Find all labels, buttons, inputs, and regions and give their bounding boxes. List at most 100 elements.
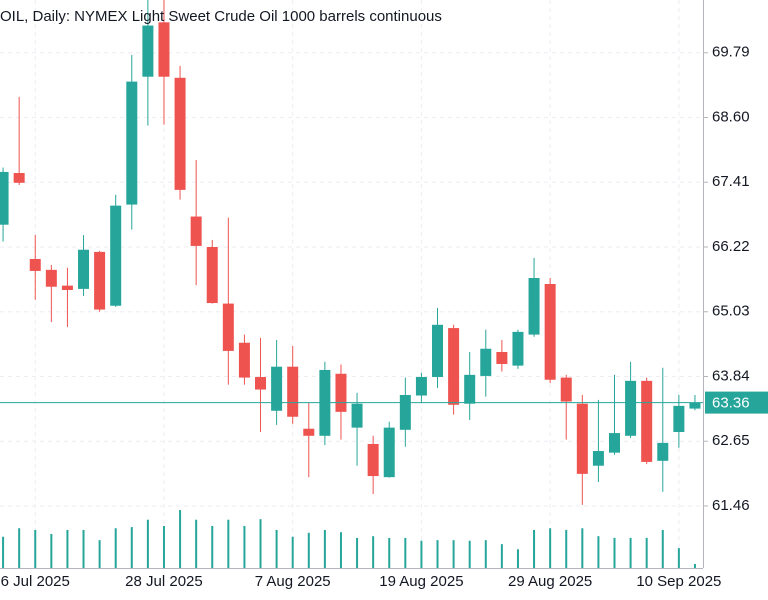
- y-tick-label: 62.65: [712, 432, 750, 449]
- plot-area: [0, 0, 703, 568]
- volume-bar: [693, 564, 696, 568]
- volume-bar: [516, 549, 519, 568]
- volume-bar: [629, 537, 632, 568]
- candle-body: [432, 324, 444, 378]
- volume-bar: [2, 536, 5, 568]
- candle-body: [512, 331, 524, 366]
- volume-bar: [130, 527, 133, 568]
- volume-bar: [18, 528, 21, 568]
- candle-body: [78, 249, 90, 289]
- candle-body: [625, 380, 637, 436]
- candle-body: [222, 303, 234, 351]
- volume-bar: [677, 548, 680, 568]
- y-tick-label: 65.03: [712, 303, 750, 320]
- volume-bar: [356, 537, 359, 568]
- volume-bar: [291, 536, 294, 568]
- candle-body: [480, 348, 492, 376]
- candle-body: [61, 285, 73, 290]
- volume-bar: [436, 540, 439, 568]
- volume-bar: [243, 525, 246, 568]
- candle-body: [174, 77, 186, 190]
- y-tick-label: 68.60: [712, 108, 750, 125]
- candle-body: [351, 403, 363, 428]
- candle-body: [641, 380, 653, 462]
- candle-body: [576, 403, 588, 474]
- volume-bar: [581, 528, 584, 568]
- candle-body: [592, 451, 604, 466]
- volume-bar: [98, 540, 101, 568]
- volume-bar: [645, 537, 648, 568]
- candle-body: [383, 427, 395, 478]
- volume-bar: [613, 537, 616, 568]
- candle-body: [255, 377, 267, 390]
- volume-bar: [468, 540, 471, 568]
- candle-body: [126, 81, 138, 205]
- candle-body: [528, 278, 540, 335]
- candle-body: [367, 443, 379, 477]
- volume-bar: [259, 519, 262, 568]
- candle-body: [0, 171, 9, 225]
- candle-body: [206, 247, 218, 304]
- y-tick-label: 66.22: [712, 238, 750, 255]
- volume-bar: [533, 529, 536, 568]
- volume-bar: [484, 540, 487, 568]
- volume-bar: [66, 529, 69, 568]
- volume-bar: [404, 537, 407, 568]
- volume-bar: [549, 528, 552, 568]
- volume-bar: [82, 529, 85, 568]
- last-price-box: [705, 391, 768, 414]
- x-tick-label: 28 Jul 2025: [125, 573, 203, 590]
- volume-bar: [227, 519, 230, 568]
- candle-body: [448, 328, 460, 405]
- volume-bar: [307, 532, 310, 568]
- candle-body: [190, 216, 202, 246]
- volume-bar: [597, 536, 600, 568]
- candle-body: [13, 173, 25, 183]
- chart-title: OIL, Daily: NYMEX Light Sweet Crude Oil …: [0, 8, 442, 25]
- candle-body: [399, 394, 411, 430]
- candle-body: [544, 284, 556, 380]
- volume-bar: [195, 519, 198, 568]
- candle-body: [560, 377, 572, 402]
- candle-body: [303, 428, 315, 436]
- candle-body: [158, 22, 170, 77]
- volume-bar: [500, 544, 503, 568]
- candle-body: [45, 269, 57, 287]
- candle-body: [335, 373, 347, 412]
- y-tick-label: 69.79: [712, 44, 750, 61]
- volume-bar: [372, 536, 375, 568]
- candle-body: [238, 342, 250, 378]
- volume-bar: [162, 525, 165, 568]
- candle-body: [496, 352, 508, 364]
- volume-bar: [179, 510, 182, 568]
- candle-body: [689, 402, 701, 409]
- volume-bar: [388, 537, 391, 568]
- volume-bar: [275, 529, 278, 568]
- volume-bar: [114, 528, 117, 568]
- volume-bar: [211, 525, 214, 568]
- y-tick-label: 63.84: [712, 367, 750, 384]
- x-tick-label: 6 Jul 2025: [1, 573, 70, 590]
- candle-body: [673, 405, 685, 432]
- volume-bar: [565, 529, 568, 568]
- y-tick-label: 61.46: [712, 497, 750, 514]
- volume-bar: [452, 540, 455, 568]
- volume-bar: [661, 529, 664, 568]
- axes: 61.46 62.65 63.84 65.03 66.22 67.41 68.60 69.79…: [1, 44, 768, 590]
- volume-bar: [323, 529, 326, 568]
- x-tick-label: 7 Aug 2025: [255, 573, 331, 590]
- volume-bar: [34, 529, 37, 568]
- candle-body: [271, 366, 283, 411]
- volume-bar: [146, 519, 149, 568]
- x-tick-label: 29 Aug 2025: [508, 573, 592, 590]
- candle-body: [110, 205, 122, 306]
- last-price-label: 63.36: [712, 395, 750, 412]
- candle-body: [415, 377, 427, 396]
- candle-body: [94, 251, 106, 310]
- volume-bar: [420, 540, 423, 568]
- volume-bar: [50, 533, 53, 568]
- candle-body: [29, 258, 41, 271]
- candle-body: [609, 433, 621, 453]
